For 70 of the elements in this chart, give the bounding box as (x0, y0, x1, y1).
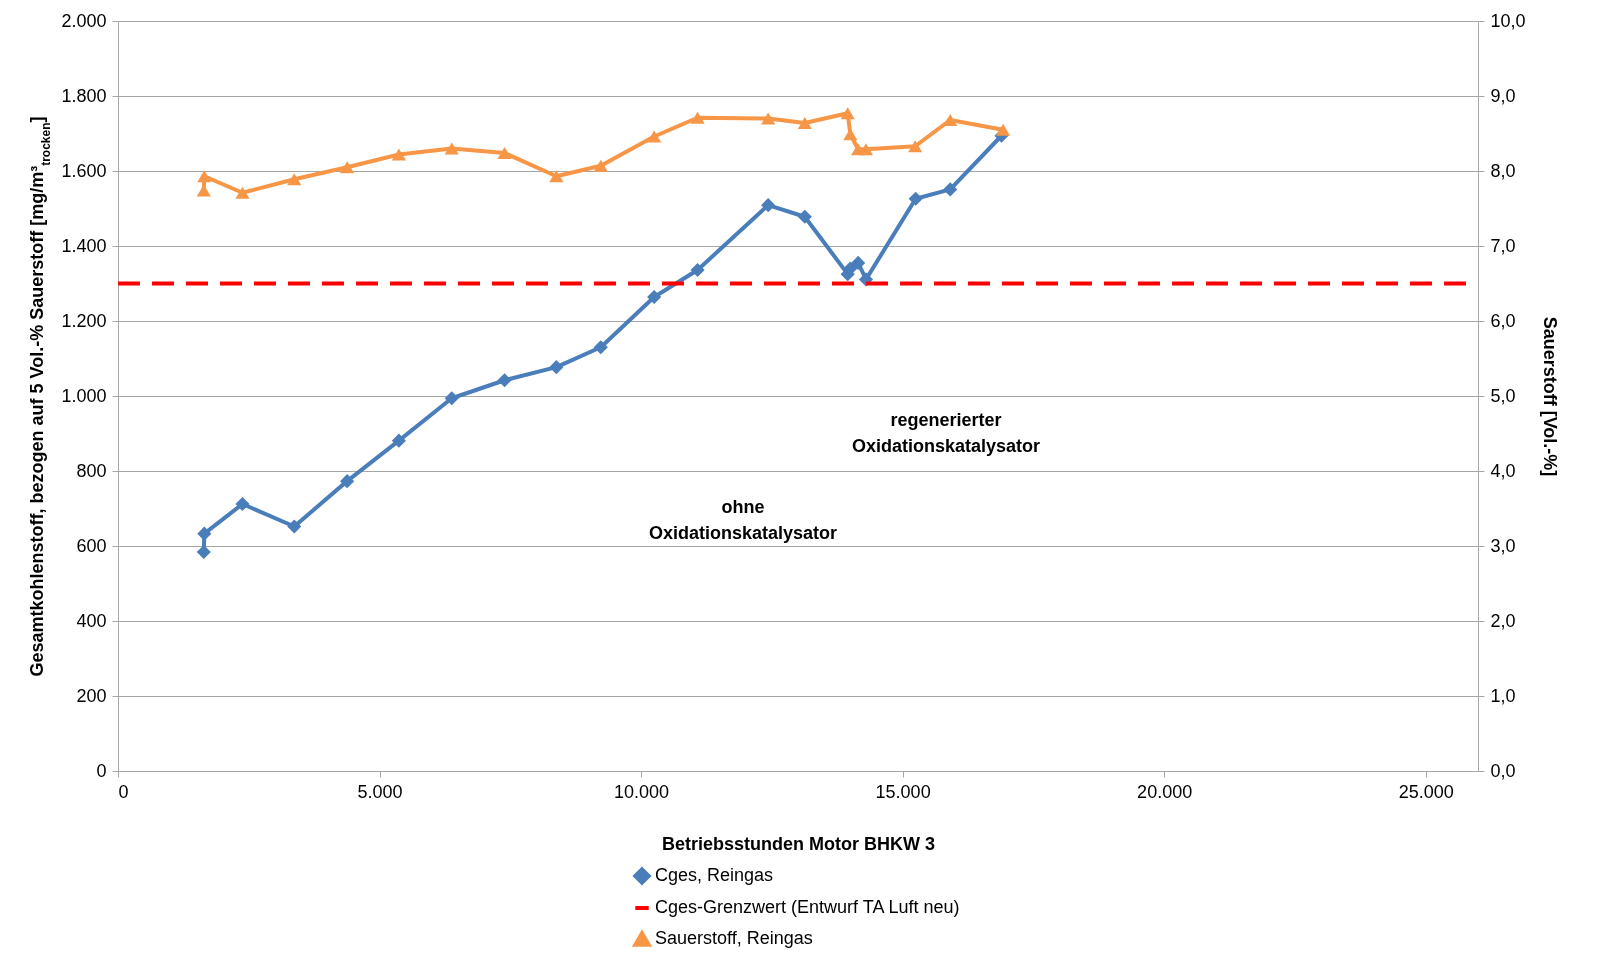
annotation: regenerierter Oxidationskatalysator (851, 410, 1041, 456)
point (444, 142, 459, 155)
point (840, 107, 855, 120)
point (340, 474, 355, 489)
y-tick-label: 200 (76, 685, 107, 706)
x-tick-label: 10.000 (614, 781, 670, 802)
point (235, 496, 250, 512)
y-tick-label: 1.600 (61, 160, 107, 181)
point (391, 148, 406, 161)
y-tick-label: 400 (76, 610, 107, 631)
y2-tick-label: 1,0 (1490, 685, 1516, 706)
point (197, 170, 212, 183)
x-tick-label: 5.000 (357, 781, 403, 802)
point (858, 143, 874, 156)
point (235, 186, 250, 199)
y2-tick-label: 4,0 (1490, 460, 1516, 481)
x-tick-label: 25.000 (1398, 781, 1454, 802)
y2-tick-label: 6,0 (1490, 310, 1516, 331)
legend-label: Cges-Grenzwert (Entwurf TA Luft neu) (655, 897, 960, 917)
x-tick-label: 20.000 (1137, 781, 1193, 802)
y-tick-label: 2.000 (61, 10, 107, 31)
point (690, 262, 705, 278)
point (340, 161, 355, 174)
point (995, 123, 1011, 136)
y-tick-label: 1.200 (61, 310, 107, 331)
point (943, 113, 958, 127)
y2-tick-label: 3,0 (1490, 535, 1516, 556)
annotation: ohne Oxidationskatalysator (648, 497, 838, 543)
y2-tick-label: 2,0 (1490, 610, 1516, 631)
x-axis-title: Betriebsstunden Motor BHKW 3 (661, 833, 936, 854)
y-tick-label: 0 (96, 760, 107, 781)
y-tick-label: 600 (76, 535, 107, 556)
point (797, 209, 812, 224)
point (843, 128, 858, 141)
point (647, 130, 662, 143)
x-tick-label: 0 (118, 781, 129, 802)
point (851, 255, 866, 270)
y-tick-label: 800 (76, 460, 107, 481)
point (444, 391, 459, 406)
y2-tick-label: 0,0 (1490, 760, 1516, 781)
y2-tick-label: 10,0 (1490, 10, 1526, 31)
point (690, 111, 705, 124)
y2-tick-label: 7,0 (1490, 235, 1516, 256)
point (549, 360, 564, 375)
y2-tick-label: 5,0 (1490, 385, 1516, 406)
y-tick-label: 1.800 (61, 85, 107, 106)
y2-tick-label: 9,0 (1490, 85, 1516, 106)
point (908, 140, 923, 153)
y2-axis-title: Sauerstoff [Vol.-%] (1539, 316, 1560, 477)
y-tick-label: 1.000 (61, 385, 107, 406)
point (647, 289, 662, 305)
y-tick-label: 1.400 (61, 235, 107, 256)
point (287, 173, 302, 186)
point (391, 433, 406, 448)
point (197, 526, 212, 541)
point (761, 112, 776, 125)
point (908, 191, 923, 206)
point (497, 373, 512, 388)
point (797, 116, 812, 130)
point (549, 170, 564, 183)
y2-tick-label: 8,0 (1490, 160, 1516, 181)
point (497, 146, 512, 160)
legend-label: Cges, Reingas (655, 865, 774, 885)
x-tick-label: 15.000 (875, 781, 931, 802)
point (943, 182, 958, 197)
point (593, 159, 608, 172)
legend-label: Sauerstoff, Reingas (655, 928, 813, 948)
point (761, 198, 776, 213)
point (287, 519, 302, 534)
point (593, 340, 608, 355)
